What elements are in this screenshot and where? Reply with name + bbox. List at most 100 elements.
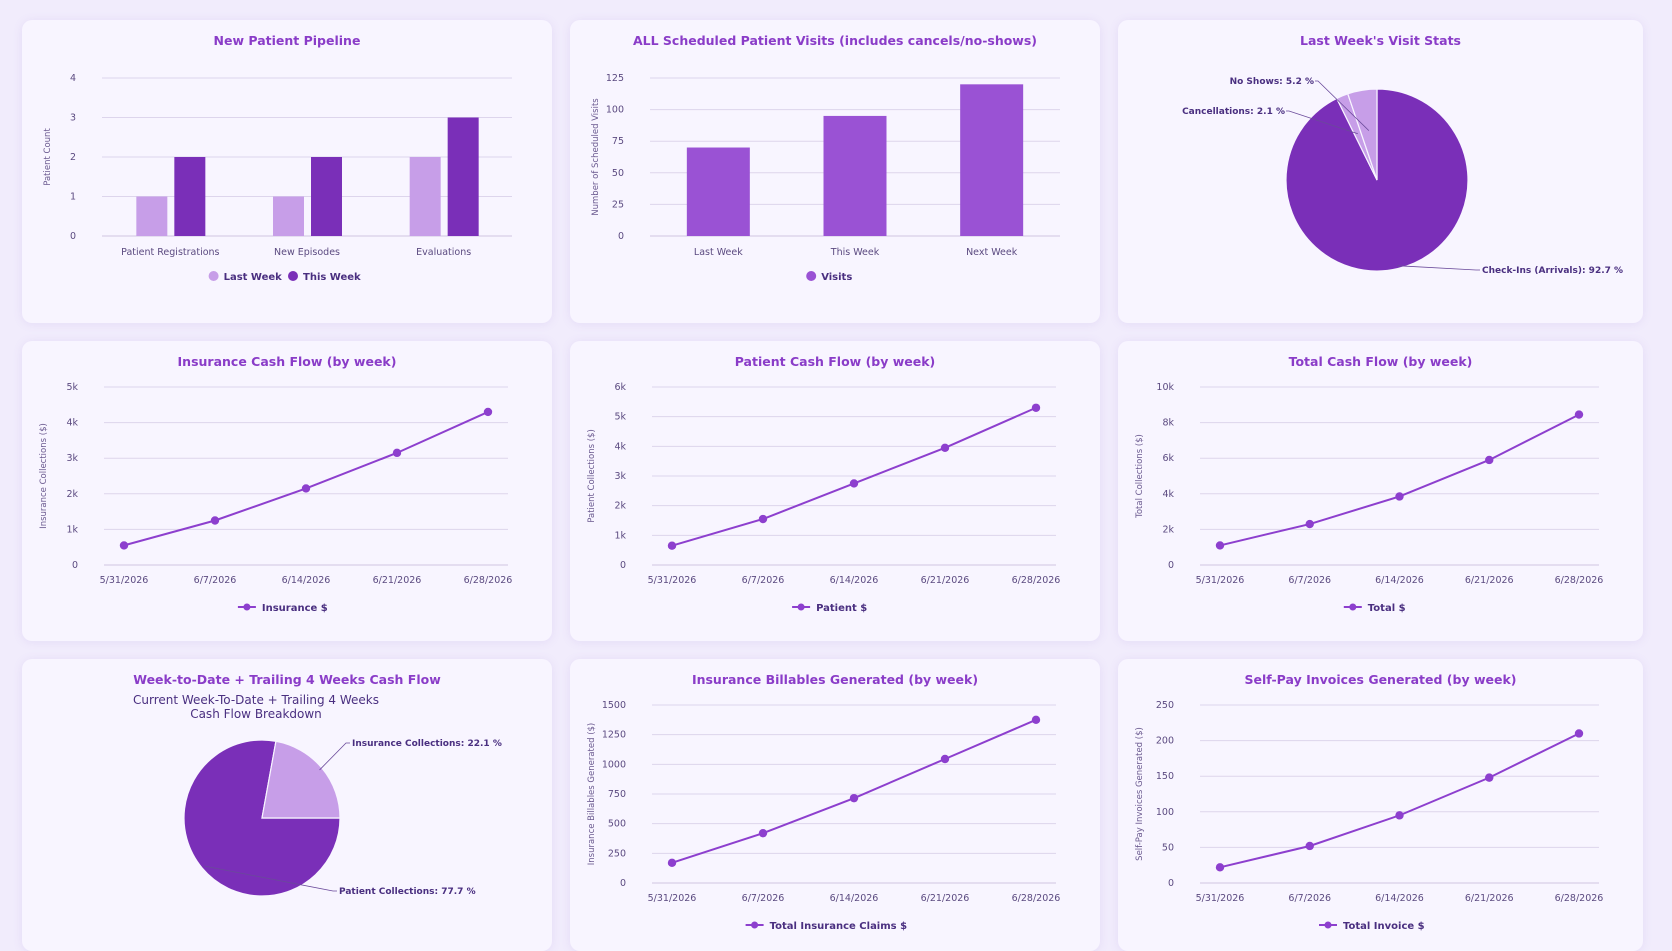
x-tick-label: 6/28/2026 [1555,893,1604,904]
chart-card-new-patient-pipeline: New Patient Pipeline 0 1 2 3 4 Patient Count Pa… [22,20,552,323]
x-tick-label: 6/7/2026 [1288,575,1331,586]
data-point-6-7-2026 [1305,519,1314,529]
pie-label: Cancellations: 2.1 % [1182,107,1285,117]
data-point-6-21-2026 [940,443,950,453]
y-tick-label: 4k [614,441,626,452]
pie-leader-line [1315,80,1370,131]
x-tick-label: This Week [830,247,880,258]
y-axis-label: Self-Pay Invoices Generated ($) [1135,727,1145,861]
pie-slice-patient-collections [183,739,341,897]
x-tick-label: 6/28/2026 [1012,575,1061,586]
y-tick-label: 150 [1156,771,1174,782]
y-tick-label: 25 [612,199,624,210]
legend-marker [797,603,805,611]
data-point-5-31-2026 [119,541,129,550]
legend-marker [243,603,251,611]
y-tick-label: 0 [620,560,626,571]
x-tick-label: 6/28/2026 [1555,575,1604,586]
y-tick-label: 1500 [602,700,626,711]
bar-this-week-patient-registrations [174,157,206,236]
pie-label: Check-Ins (Arrivals): 92.7 % [1482,266,1623,276]
y-tick-label: 75 [612,136,624,147]
chart-title: Patient Cash Flow (by week) [735,354,936,369]
bar-last-week-patient-registrations [136,196,168,236]
chart-card-patient-cash-flow: Patient Cash Flow (by week) 0 1k 2k 3k 4k 5k 6k… [570,341,1100,641]
legend-marker [208,271,219,281]
x-tick-label: 6/21/2026 [1465,893,1514,904]
data-point-5-31-2026 [1215,541,1225,550]
legend-label: Total Invoice $ [1343,921,1425,932]
data-point-6-7-2026 [758,828,768,838]
legend-marker [1349,603,1357,611]
x-tick-label: 6/28/2026 [1012,893,1061,904]
y-tick-label: 5k [66,382,78,393]
y-tick-label: 2k [614,501,626,512]
x-tick-label: 6/7/2026 [742,575,785,586]
pie-slice-no-shows [1347,88,1378,181]
y-tick-label: 50 [1162,842,1174,853]
y-tick-label: 250 [608,848,626,859]
chart-card-cash-flow-breakdown: Week-to-Date + Trailing 4 Weeks Cash Flo… [22,659,552,951]
y-axis-label: Insurance Collections ($) [39,423,49,529]
pie-label: Patient Collections: 77.7 % [339,887,476,897]
legend-marker [751,921,759,929]
y-axis-label: Patient Count [43,128,53,186]
data-point-6-14-2026 [301,484,311,493]
bar-this-week-new-episodes [311,157,342,236]
y-axis-label: Total Collections ($) [1135,434,1145,519]
data-point-6-7-2026 [210,516,220,525]
y-tick-label: 4 [70,73,76,84]
x-tick-label: Patient Registrations [121,247,219,258]
y-tick-label: 3k [66,453,78,464]
data-point-6-7-2026 [1305,841,1314,851]
data-point-6-28-2026 [1574,410,1584,419]
y-tick-label: 6k [614,382,626,393]
x-tick-label: 6/21/2026 [921,575,970,586]
legend-label: Visits [821,272,852,283]
data-point-6-14-2026 [1395,492,1404,501]
data-point-6-14-2026 [1395,811,1404,820]
pie-leader-line [1396,265,1480,271]
data-point-6-28-2026 [483,407,493,417]
y-tick-label: 2k [66,489,78,500]
bar-visits-next-week [960,84,1024,236]
data-point-5-31-2026 [667,541,677,550]
y-tick-label: 1250 [602,730,626,741]
y-tick-label: 100 [606,105,624,116]
chart-title: New Patient Pipeline [214,33,361,48]
chart-svg: Patient Cash Flow (by week) 0 1k 2k 3k 4k 5k 6k… [587,354,1061,614]
data-point-6-21-2026 [1485,455,1494,465]
data-point-6-28-2026 [1031,403,1041,412]
y-tick-label: 250 [1156,700,1174,711]
chart-card-scheduled-visits: ALL Scheduled Patient Visits (includes c… [570,20,1100,323]
bar-this-week-evaluations [447,117,479,236]
bar-visits-last-week [686,147,750,236]
legend-label: Total $ [1368,603,1406,614]
y-tick-label: 500 [608,819,626,830]
x-tick-label: 6/21/2026 [1465,575,1514,586]
chart-title: Insurance Billables Generated (by week) [692,672,978,687]
chart-svg: Total Cash Flow (by week) 0 2k 4k 6k 8k 10k Tot… [1135,354,1604,614]
series-line-total [1219,413,1580,547]
legend-marker [806,271,817,281]
chart-card-visit-stats: Last Week's Visit Stats Check-Ins (Arriva… [1118,20,1643,323]
pie-slice-insurance-collections [261,740,341,819]
y-tick-label: 0 [72,560,78,571]
x-tick-label: 6/14/2026 [830,893,879,904]
x-tick-label: New Episodes [274,247,340,258]
data-point-6-28-2026 [1031,715,1041,725]
y-tick-label: 6k [1162,453,1174,464]
chart-title: Insurance Cash Flow (by week) [178,354,397,369]
y-tick-label: 0 [70,231,76,242]
y-tick-label: 1k [66,524,78,535]
legend-marker [1324,921,1332,929]
x-tick-label: 5/31/2026 [648,575,697,586]
x-tick-label: Next Week [966,247,1018,258]
legend-label: This Week [303,272,361,283]
y-axis-label: Patient Collections ($) [587,429,597,523]
x-tick-label: 6/14/2026 [830,575,879,586]
bar-last-week-evaluations [409,157,441,236]
pie-leader-line [1286,110,1358,135]
x-tick-label: 6/7/2026 [742,893,785,904]
chart-svg: New Patient Pipeline 0 1 2 3 4 Patient Count Pa… [43,33,512,283]
